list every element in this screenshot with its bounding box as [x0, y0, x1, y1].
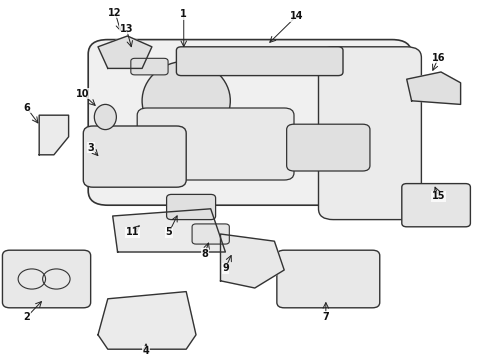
- FancyBboxPatch shape: [137, 108, 294, 180]
- Ellipse shape: [94, 104, 117, 130]
- Text: 12: 12: [108, 8, 122, 18]
- Text: 6: 6: [24, 103, 30, 113]
- Text: 1: 1: [180, 9, 187, 19]
- Polygon shape: [98, 292, 196, 349]
- FancyBboxPatch shape: [402, 184, 470, 227]
- Polygon shape: [220, 234, 284, 288]
- Text: 4: 4: [143, 346, 149, 356]
- FancyBboxPatch shape: [2, 250, 91, 308]
- Text: 2: 2: [24, 312, 30, 322]
- Polygon shape: [407, 72, 461, 104]
- Text: 8: 8: [201, 249, 208, 259]
- Text: 15: 15: [432, 191, 445, 201]
- FancyBboxPatch shape: [318, 47, 421, 220]
- Text: 13: 13: [120, 24, 133, 34]
- FancyBboxPatch shape: [176, 47, 343, 76]
- FancyBboxPatch shape: [287, 124, 370, 171]
- Text: 7: 7: [322, 312, 329, 322]
- Ellipse shape: [142, 61, 230, 140]
- Polygon shape: [113, 209, 225, 252]
- Text: 11: 11: [125, 227, 139, 237]
- Text: 3: 3: [87, 143, 94, 153]
- FancyBboxPatch shape: [88, 40, 412, 205]
- FancyBboxPatch shape: [167, 194, 216, 220]
- Polygon shape: [39, 115, 69, 155]
- FancyBboxPatch shape: [192, 224, 229, 244]
- Polygon shape: [98, 36, 152, 68]
- Text: 16: 16: [432, 53, 445, 63]
- FancyBboxPatch shape: [131, 58, 168, 75]
- Text: 10: 10: [75, 89, 89, 99]
- Text: 9: 9: [222, 263, 229, 273]
- FancyBboxPatch shape: [83, 126, 186, 187]
- Text: 5: 5: [166, 227, 172, 237]
- Text: 14: 14: [290, 11, 303, 21]
- FancyBboxPatch shape: [277, 250, 380, 308]
